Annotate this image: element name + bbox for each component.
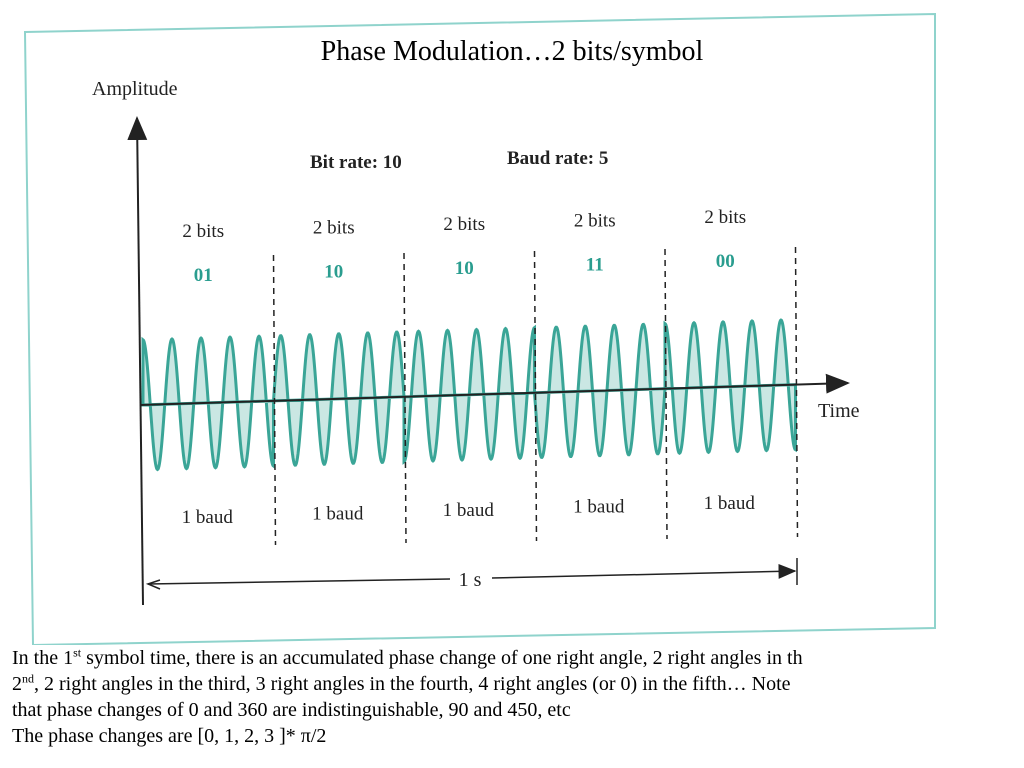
duration: 1 s <box>459 569 482 591</box>
symbol-labels: 2 bits 01 1 baud 2 bits 10 1 baud 2 bits 10 1 ba… <box>182 207 799 546</box>
bits-label: 2 bits <box>313 218 355 239</box>
duration-arrow <box>147 578 451 585</box>
baud-label: 1 baud <box>182 507 234 528</box>
symbol-code: 00 <box>716 251 735 272</box>
text: In the 1 <box>12 647 74 669</box>
bits-label: 2 bits <box>704 207 746 228</box>
time-axis <box>139 373 850 406</box>
symbol-boundary <box>403 252 407 544</box>
arrow-head <box>145 579 161 590</box>
text: symbol time, there is an accumulated pha… <box>81 647 803 669</box>
symbol-code: 10 <box>324 262 343 283</box>
symbol-code: 11 <box>586 255 604 276</box>
amplitude-axis <box>127 116 148 606</box>
x-axis-label: Time <box>818 400 860 422</box>
bits-label: 2 bits <box>182 221 224 242</box>
superscript: nd <box>22 671 34 686</box>
symbol-code: 10 <box>455 258 474 279</box>
symbol-boundary <box>533 250 538 542</box>
bits-label: 2 bits <box>443 214 485 235</box>
text: that phase changes of 0 and 360 are indi… <box>12 699 571 721</box>
baud-label: 1 baud <box>443 500 495 521</box>
text: 2 <box>12 673 22 695</box>
y-axis-label: Amplitude <box>92 78 178 100</box>
diagram: Phase Modulation…2 bits/symbol Amplitude… <box>23 12 936 645</box>
symbol-code: 01 <box>194 265 213 286</box>
carrier-wave <box>663 318 797 456</box>
caption: In the 1st symbol time, there is an accu… <box>12 645 1024 749</box>
superscript: st <box>73 645 82 660</box>
text: , 2 right angles in the third, 3 right a… <box>34 673 791 695</box>
text: The phase changes are [0, 1, 2, 3 ]* π/2 <box>12 725 327 747</box>
baud-rate: Baud rate: 5 <box>507 148 608 169</box>
baud-label: 1 baud <box>312 504 364 525</box>
bit-rate: Bit rate: 10 <box>310 152 402 173</box>
frame <box>23 12 936 645</box>
title: Phase Modulation…2 bits/symbol <box>321 36 704 67</box>
bits-label: 2 bits <box>574 211 616 232</box>
baud-label: 1 baud <box>573 497 625 518</box>
symbol-boundary <box>794 246 799 538</box>
baud-label: 1 baud <box>704 493 756 514</box>
duration-arrow <box>491 563 797 579</box>
symbol-boundary <box>272 254 277 546</box>
symbol-boundary <box>664 248 668 540</box>
